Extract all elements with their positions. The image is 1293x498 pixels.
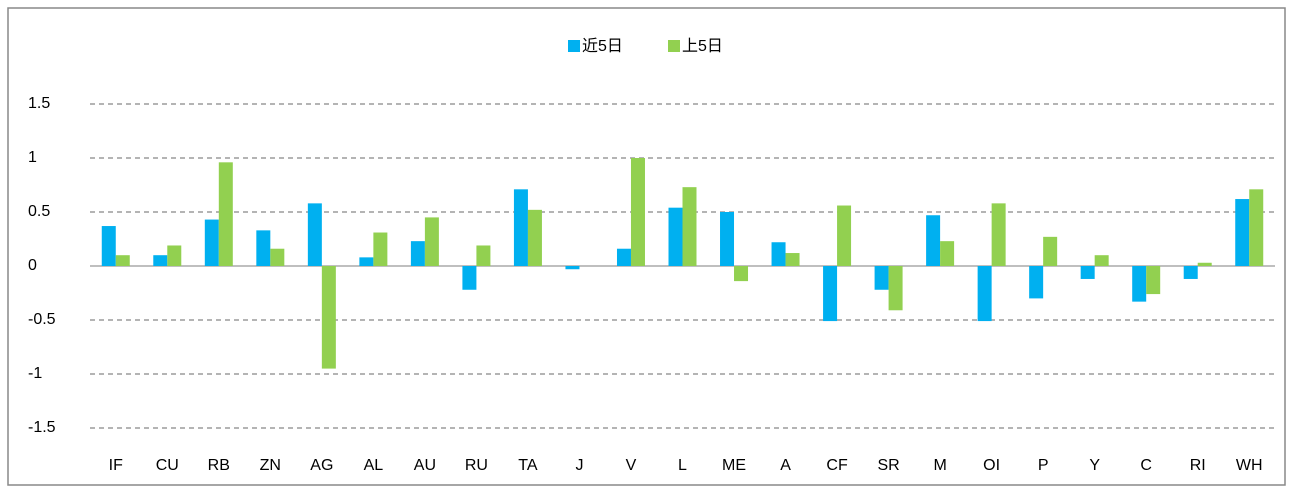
x-tick-label: M — [933, 457, 946, 474]
bar — [1183, 266, 1198, 279]
bar — [153, 255, 168, 266]
bar — [373, 232, 388, 266]
bar — [734, 266, 749, 282]
bar — [1132, 266, 1147, 302]
x-tick-label: J — [575, 457, 583, 474]
x-tick-label: AU — [414, 457, 436, 474]
bar — [616, 248, 631, 266]
bar — [1029, 266, 1044, 299]
bar — [785, 253, 800, 266]
bar — [1094, 255, 1109, 266]
bar — [359, 257, 374, 266]
legend-label: 上5日 — [682, 37, 723, 55]
x-tick-label: ME — [722, 457, 746, 474]
bar — [926, 215, 941, 266]
x-tick-label: CU — [156, 457, 179, 474]
x-tick-label: AL — [364, 457, 384, 474]
bar — [720, 212, 735, 266]
bar — [321, 266, 336, 369]
y-tick-label: 0.5 — [28, 203, 50, 220]
bar — [630, 158, 645, 266]
bar — [270, 248, 285, 266]
bar — [888, 266, 903, 311]
bar — [513, 189, 528, 266]
legend-label: 近5日 — [582, 37, 623, 55]
bar — [476, 245, 491, 266]
bar — [256, 230, 271, 266]
x-tick-label: ZN — [260, 457, 281, 474]
x-tick-label: L — [678, 457, 687, 474]
y-tick-label: -1.5 — [28, 419, 56, 436]
bar — [565, 266, 580, 270]
y-tick-label: -0.5 — [28, 311, 56, 328]
x-tick-label: C — [1140, 457, 1152, 474]
bar — [115, 255, 130, 266]
x-tick-label: RU — [465, 457, 488, 474]
bar — [1080, 266, 1095, 279]
x-tick-label: V — [626, 457, 637, 474]
x-tick-label: RI — [1190, 457, 1206, 474]
x-tick-label: RB — [208, 457, 230, 474]
x-tick-label: CF — [826, 457, 848, 474]
bar — [682, 187, 697, 266]
y-tick-label: 1.5 — [28, 95, 50, 112]
bar — [462, 266, 477, 290]
bar — [874, 266, 889, 290]
bar — [1043, 236, 1058, 266]
x-tick-label: WH — [1236, 457, 1263, 474]
bar — [823, 266, 838, 322]
bar — [527, 209, 542, 266]
bar — [940, 241, 955, 266]
x-tick-label: A — [780, 457, 791, 474]
x-tick-label: Y — [1089, 457, 1100, 474]
x-tick-label: SR — [877, 457, 899, 474]
bar — [410, 241, 425, 266]
x-tick-label: OI — [983, 457, 1000, 474]
legend-swatch — [668, 40, 680, 52]
bar — [204, 219, 219, 266]
bar — [837, 205, 852, 266]
bar — [1197, 262, 1212, 266]
bar — [1235, 199, 1250, 266]
bar — [977, 266, 992, 322]
legend-swatch — [568, 40, 580, 52]
x-tick-label: P — [1038, 457, 1049, 474]
bar — [1146, 266, 1161, 295]
x-tick-label: TA — [518, 457, 538, 474]
bar — [424, 217, 439, 266]
y-tick-label: 0 — [28, 257, 37, 274]
bar — [771, 242, 786, 266]
bar — [218, 162, 233, 266]
bar — [167, 245, 182, 266]
bar — [991, 203, 1006, 266]
bar — [668, 207, 683, 266]
x-tick-label: AG — [310, 457, 333, 474]
bar — [101, 226, 116, 266]
bar — [307, 203, 322, 266]
y-tick-label: 1 — [28, 149, 37, 166]
y-tick-label: -1 — [28, 365, 42, 382]
bar — [1249, 189, 1264, 266]
chart-frame — [7, 7, 1286, 486]
x-tick-label: IF — [109, 457, 123, 474]
